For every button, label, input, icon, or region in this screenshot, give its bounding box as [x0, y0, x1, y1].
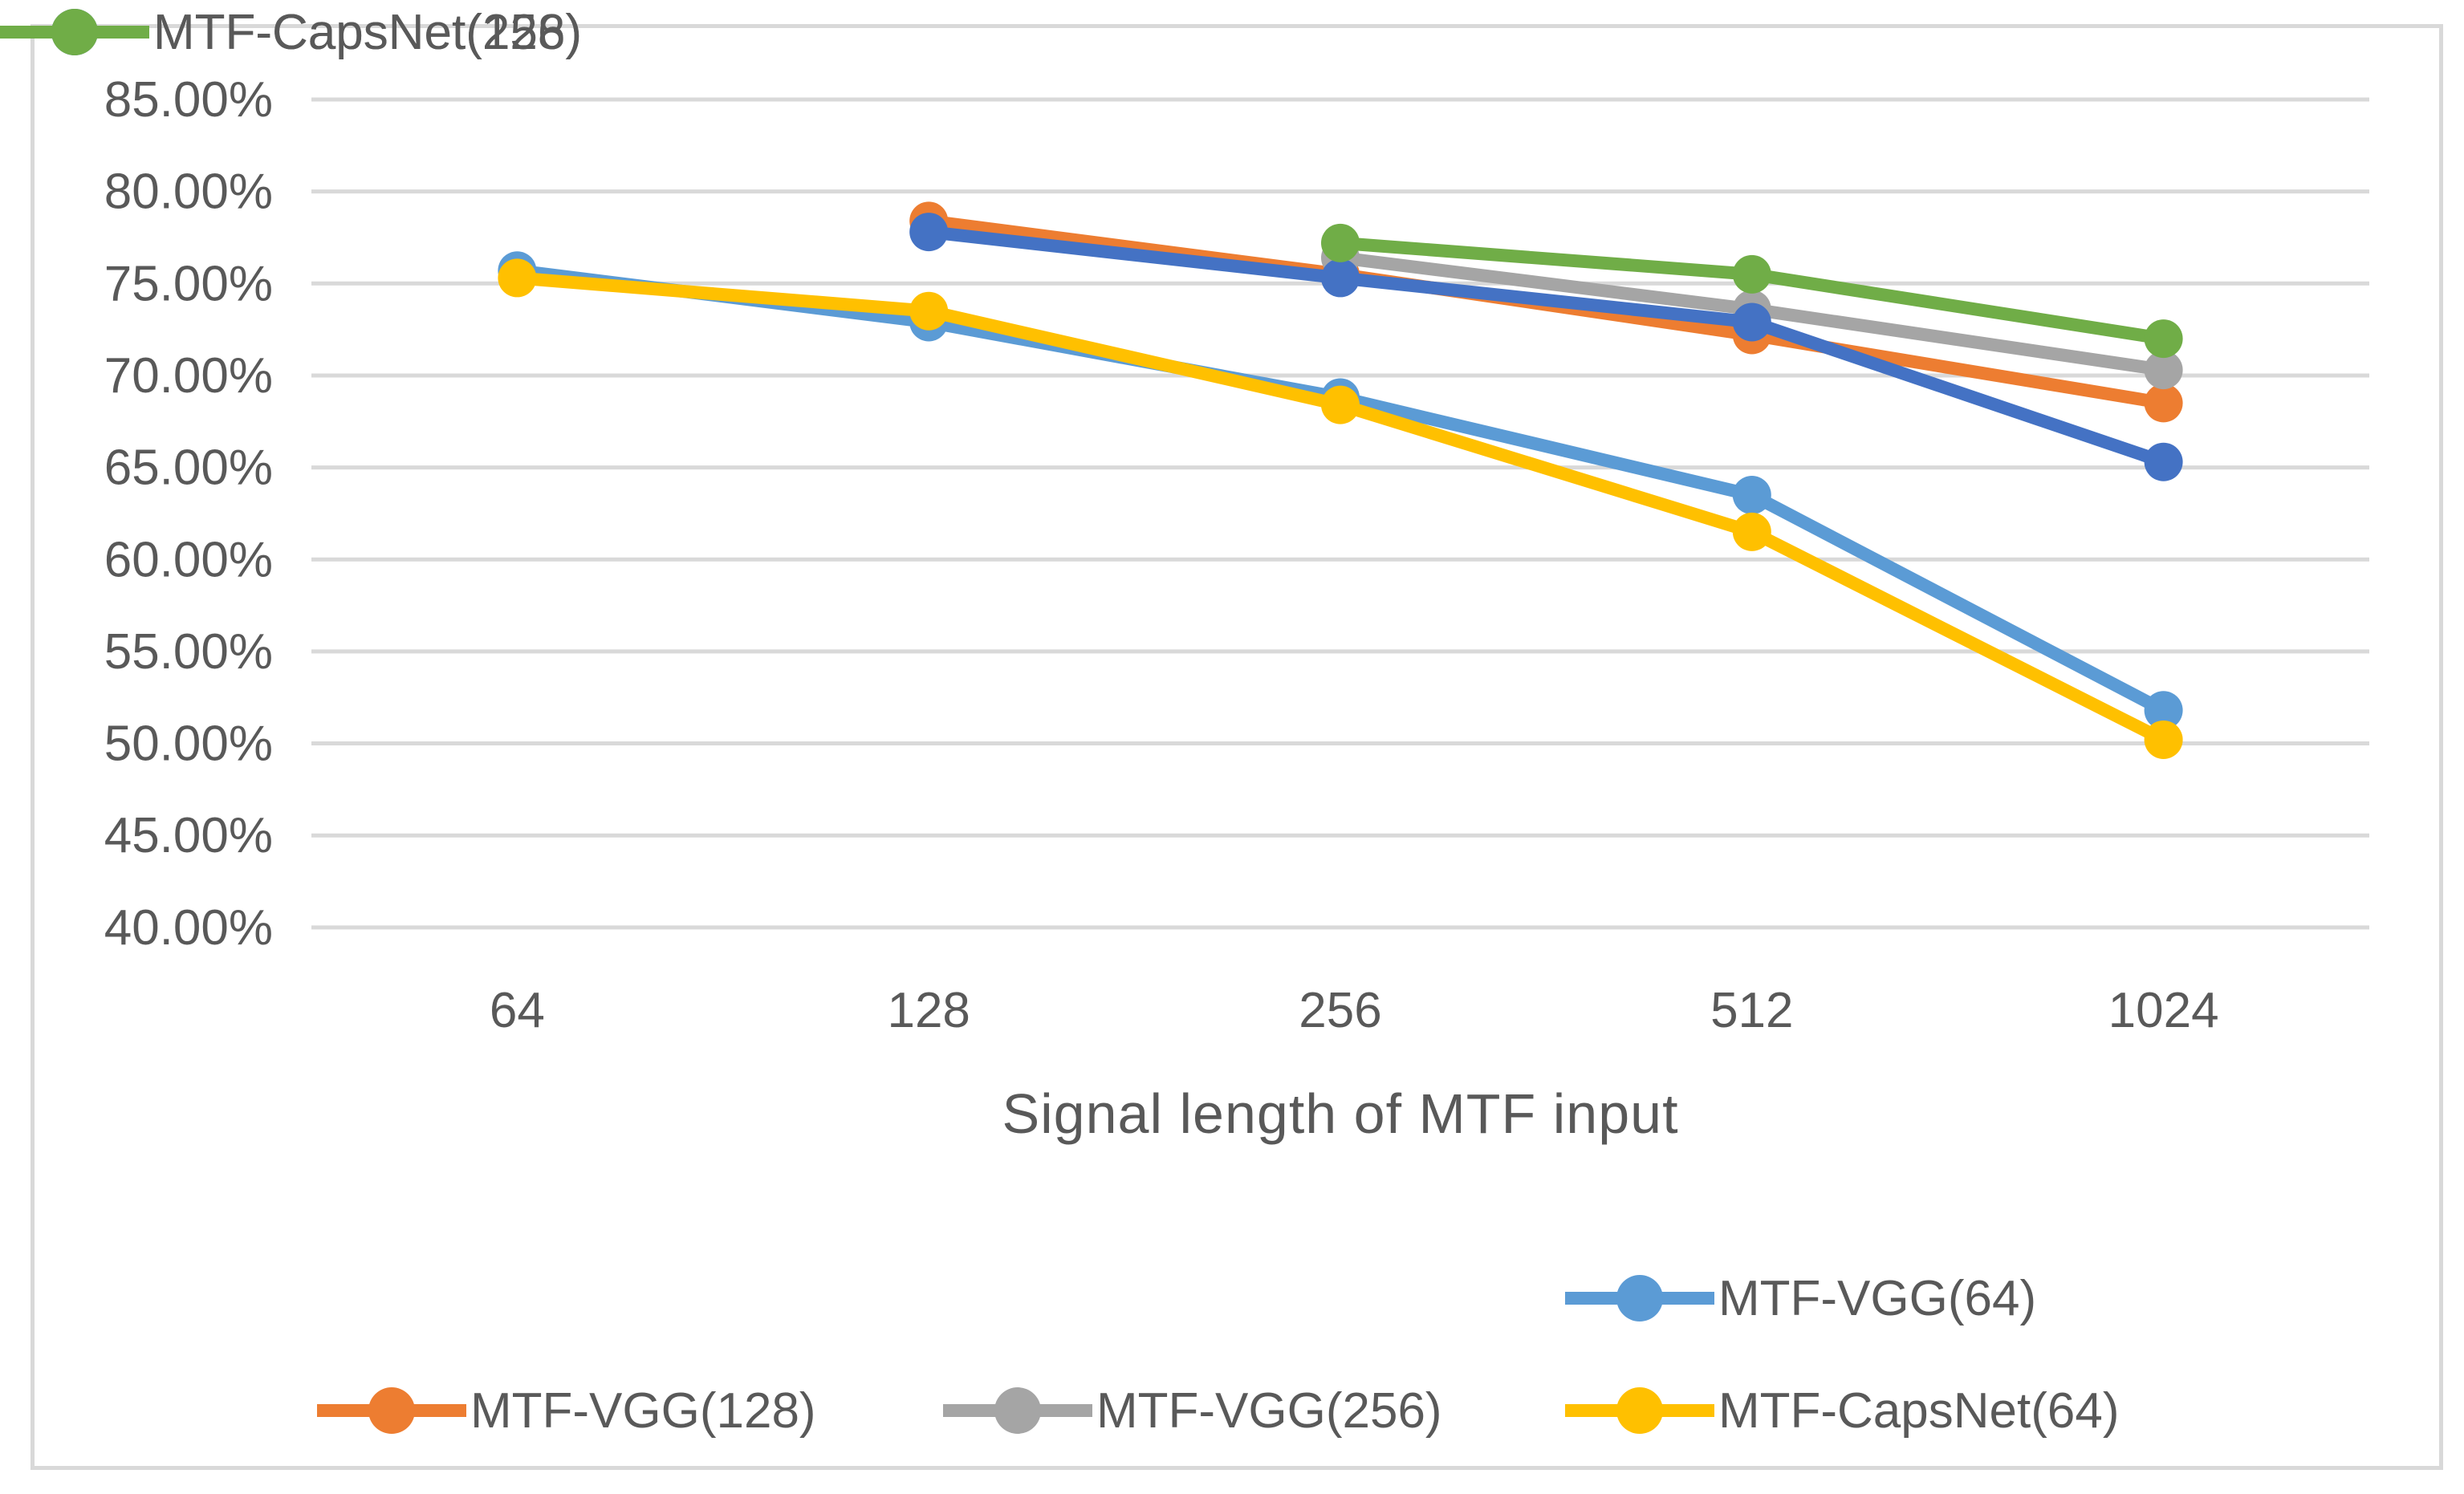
x-tick-label: 512 [1710, 983, 1793, 1038]
legend-line-marker-swatch [1565, 1378, 1714, 1443]
x-tick-label: 64 [490, 983, 545, 1038]
y-tick-label: 55.00% [104, 624, 273, 680]
data-point-marker [2144, 384, 2183, 423]
data-point-marker [1732, 512, 1771, 551]
data-point-marker [1732, 254, 1771, 294]
legend-label: MTF-VGG(256) [1096, 1382, 1442, 1439]
legend-dot-icon [1616, 1275, 1663, 1321]
y-tick-label: 85.00% [104, 72, 273, 128]
y-tick-label: 45.00% [104, 808, 273, 863]
legend-label: MTF-CapsNet(128) [153, 4, 582, 60]
legend-dot-icon [51, 9, 98, 55]
legend-label: MTF-VGG(128) [470, 1382, 816, 1439]
data-point-marker [909, 291, 949, 331]
y-tick-label: 80.00% [104, 164, 273, 220]
legend-line-marker-swatch [1565, 1266, 1714, 1330]
y-tick-label: 65.00% [104, 440, 273, 496]
data-point-marker [1321, 258, 1360, 298]
data-point-marker [1321, 223, 1360, 262]
legend-item: MTF-CapsNet(256) [0, 0, 582, 64]
legend-dot-icon [1616, 1387, 1663, 1434]
y-tick-label: 40.00% [104, 900, 273, 956]
legend-line-marker-swatch [0, 0, 149, 64]
data-point-marker [2144, 691, 2183, 730]
y-tick-label: 75.00% [104, 256, 273, 311]
x-tick-label: 128 [887, 983, 970, 1038]
legend-label: MTF-VGG(64) [1718, 1270, 2037, 1326]
legend-item: MTF-VGG(128) [317, 1378, 816, 1443]
data-point-marker [498, 258, 537, 298]
y-tick-label: 70.00% [104, 348, 273, 404]
data-point-marker [2144, 319, 2183, 359]
legend-item: MTF-VGG(64) [1565, 1266, 2036, 1330]
series-line [510, 271, 2170, 746]
legend-label: MTF-CapsNet(64) [1718, 1382, 2120, 1439]
legend-dot-icon [994, 1387, 1041, 1434]
legend-dot-icon [368, 1387, 415, 1434]
y-tick-label: 50.00% [104, 717, 273, 772]
y-tick-label: 60.00% [104, 532, 273, 587]
data-point-marker [1732, 302, 1771, 342]
data-point-marker [2144, 442, 2183, 481]
legend-line-marker-swatch [943, 1378, 1092, 1443]
data-point-marker [2144, 351, 2183, 390]
data-point-marker [909, 213, 949, 252]
data-point-marker [1321, 385, 1360, 424]
data-point-marker [2144, 720, 2183, 759]
x-tick-label: 1024 [2108, 983, 2219, 1038]
data-point-marker [1732, 475, 1771, 514]
legend-item: MTF-CapsNet(64) [1565, 1378, 2120, 1443]
x-tick-label: 256 [1299, 983, 1381, 1038]
series-line [922, 225, 2170, 469]
x-axis-title: Signal length of MTF input [1002, 1082, 1679, 1145]
legend-item: MTF-VGG(256) [943, 1378, 1442, 1443]
legend-line-marker-swatch [317, 1378, 466, 1443]
legend-label: MTF-CapsNet(256) [153, 4, 582, 60]
